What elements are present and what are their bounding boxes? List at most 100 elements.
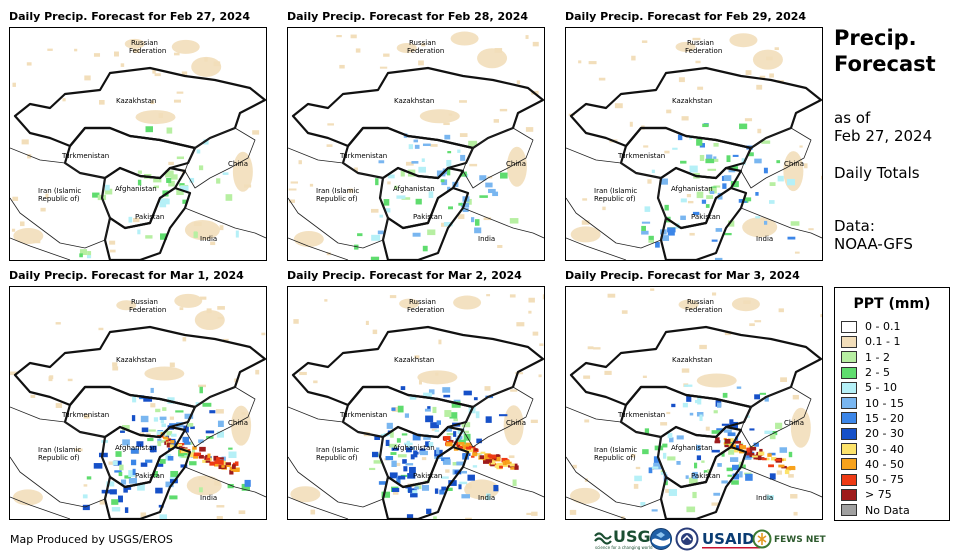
iran-label: Iran (Islamic xyxy=(316,446,359,454)
russia-label: Russian xyxy=(131,39,158,47)
iran-label: Iran (Islamic xyxy=(38,187,81,195)
china-label: China xyxy=(784,160,804,168)
legend-label: 30 - 40 xyxy=(865,442,904,456)
india-label: India xyxy=(200,235,217,243)
panel-title: Daily Precip. Forecast for Feb 29, 2024 xyxy=(565,10,807,23)
pakistan-label: Pakistan xyxy=(135,213,164,221)
panel-title: Daily Precip. Forecast for Mar 2, 2024 xyxy=(287,269,522,282)
china-border xyxy=(462,386,534,448)
kazakhstan-label: Kazakhstan xyxy=(672,356,712,364)
turkmenistan-label: Turkmenistan xyxy=(339,411,387,419)
legend-swatch xyxy=(841,488,857,501)
sidebar-title-line1: Precip. xyxy=(834,26,917,50)
iran-label: Republic of) xyxy=(594,195,636,203)
legend-label: 2 - 5 xyxy=(865,366,890,380)
iran-border xyxy=(288,147,389,249)
panel-title: Daily Precip. Forecast for Feb 28, 2024 xyxy=(287,10,529,23)
kazakhstan-label: Kazakhstan xyxy=(116,356,156,364)
china-label: China xyxy=(506,160,526,168)
russia-label: Russian xyxy=(687,298,714,306)
fews-net-text: FEWS NET xyxy=(774,535,826,545)
india-border xyxy=(462,466,544,498)
iran-border xyxy=(10,147,111,249)
legend-label: 10 - 15 xyxy=(865,396,904,410)
legend-swatch xyxy=(841,320,857,333)
legend-swatch xyxy=(841,443,857,456)
as-of-date: Feb 27, 2024 xyxy=(834,127,933,145)
china-label: China xyxy=(228,160,248,168)
legend-swatch xyxy=(841,458,857,471)
legend-label: No Data xyxy=(865,503,910,517)
coastline xyxy=(566,496,627,519)
india-border xyxy=(462,207,544,239)
coastline xyxy=(288,496,349,519)
india-border xyxy=(184,466,266,498)
kazakhstan-border xyxy=(291,325,544,409)
usgs-tagline: science for a changing world xyxy=(595,545,653,550)
kazakhstan-border xyxy=(569,325,822,409)
afghanistan-label: Afghanistan xyxy=(671,444,713,452)
precip-map: Russian Federation Kazakhstan Turkmenistan C… xyxy=(565,27,823,261)
legend-item: 0.1 - 1 xyxy=(841,334,910,349)
india-border xyxy=(740,207,822,239)
turkmenistan-label: Turkmenistan xyxy=(617,152,665,160)
china-label: China xyxy=(784,419,804,427)
legend-item: 0 - 0.1 xyxy=(841,319,910,334)
legend-item: 5 - 10 xyxy=(841,380,910,395)
data-label: Data: xyxy=(834,217,875,235)
turkmenistan-label: Turkmenistan xyxy=(617,411,665,419)
legend-item: 40 - 50 xyxy=(841,457,910,472)
precip-map: Russian Federation Kazakhstan Turkmenistan C… xyxy=(565,286,823,520)
legend-label: 20 - 30 xyxy=(865,427,904,441)
iran-label: Iran (Islamic xyxy=(594,446,637,454)
india-label: India xyxy=(756,494,773,502)
coastline xyxy=(288,237,349,260)
russia-label: Federation xyxy=(685,306,722,314)
legend-item: 20 - 30 xyxy=(841,426,910,441)
kazakhstan-label: Kazakhstan xyxy=(672,97,712,105)
china-border xyxy=(740,127,812,189)
agency-logos: USGS science for a changing world USAID … xyxy=(594,527,826,551)
iran-label: Republic of) xyxy=(594,454,636,462)
legend-label: 15 - 20 xyxy=(865,411,904,425)
doi-seal-logo xyxy=(675,527,699,551)
precip-map: Russian Federation Kazakhstan Turkmenistan C… xyxy=(287,286,545,520)
legend-label: 0.1 - 1 xyxy=(865,335,901,349)
russia-label: Russian xyxy=(409,39,436,47)
legend-swatch xyxy=(841,504,857,517)
iran-border xyxy=(566,406,667,508)
legend-label: 0 - 0.1 xyxy=(865,320,901,334)
afghanistan-label: Afghanistan xyxy=(671,185,713,193)
china-border xyxy=(740,386,812,448)
kazakhstan-border xyxy=(13,66,266,150)
precip-map: Russian Federation Kazakhstan Turkmenistan C… xyxy=(9,286,267,520)
kazakhstan-label: Kazakhstan xyxy=(394,97,434,105)
china-label: China xyxy=(506,419,526,427)
turkmenistan-label: Turkmenistan xyxy=(61,411,109,419)
legend-item: 50 - 75 xyxy=(841,472,910,487)
china-border xyxy=(184,127,256,189)
legend-label: 50 - 75 xyxy=(865,473,904,487)
iran-label: Iran (Islamic xyxy=(594,187,637,195)
russia-label: Federation xyxy=(129,306,166,314)
iran-border xyxy=(10,406,111,508)
china-border xyxy=(462,127,534,189)
afghanistan-label: Afghanistan xyxy=(393,185,435,193)
precip-map: Russian Federation Kazakhstan Turkmenistan C… xyxy=(287,27,545,261)
legend-title: PPT (mm) xyxy=(853,296,931,312)
iran-border xyxy=(566,147,667,249)
iran-label: Republic of) xyxy=(316,454,358,462)
legend-label: > 75 xyxy=(865,488,892,502)
afghanistan-label: Afghanistan xyxy=(115,444,157,452)
russia-label: Federation xyxy=(685,47,722,55)
fews-net-logo: FEWS NET xyxy=(752,529,826,549)
map-credit: Map Produced by USGS/EROS xyxy=(10,533,173,546)
usaid-logo: USAID xyxy=(702,530,760,549)
